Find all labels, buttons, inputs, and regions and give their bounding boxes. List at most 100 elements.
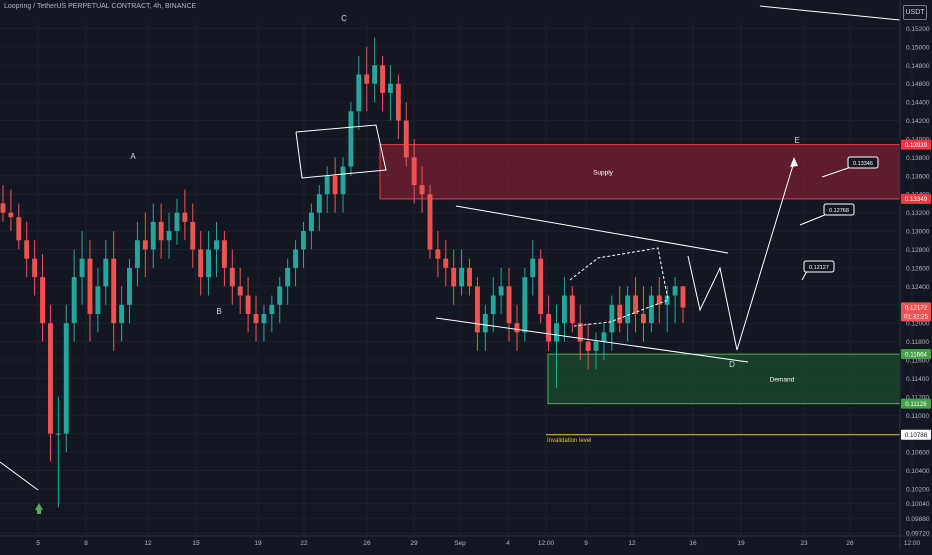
candle-body	[656, 295, 662, 305]
candle-body	[435, 249, 441, 259]
candle-body	[641, 313, 646, 324]
time-tick-label: 26	[846, 540, 854, 547]
candle-body	[24, 240, 30, 259]
candle-body	[221, 240, 227, 268]
candle-body	[569, 295, 575, 324]
time-tick-label: 15	[192, 540, 200, 547]
candle-body	[127, 267, 132, 305]
price-label-text: 01:32:25	[904, 314, 929, 321]
candle-body	[40, 277, 45, 324]
candle	[95, 267, 101, 333]
candle-body	[324, 175, 330, 195]
candle	[190, 203, 196, 268]
candle	[459, 249, 465, 296]
candle-body	[506, 286, 512, 324]
candle	[103, 240, 109, 305]
candle	[633, 277, 639, 333]
candle	[261, 304, 267, 342]
price-tick-label: 0.12400	[906, 284, 930, 291]
up-arrow-icon-stem	[37, 510, 41, 514]
price-tick-label: 0.13600	[906, 173, 930, 180]
candle	[641, 286, 646, 342]
candle	[158, 203, 164, 259]
time-tick-label: 23	[800, 540, 808, 547]
candle-body	[498, 286, 504, 296]
candle-body	[103, 258, 109, 287]
candle-body	[332, 175, 338, 195]
candle	[63, 304, 69, 453]
wedge-pattern	[569, 247, 669, 327]
candle-body	[134, 240, 140, 268]
candle-body	[467, 267, 472, 287]
candle	[443, 240, 449, 287]
candle-body	[380, 65, 385, 93]
candle-body	[308, 212, 314, 232]
candle-body	[474, 286, 480, 333]
candle	[569, 286, 575, 333]
price-tick-label: 0.12800	[906, 247, 930, 254]
candle	[467, 258, 472, 296]
price-tick-label: 0.11400	[906, 376, 929, 383]
trendline-left	[0, 461, 39, 491]
target-pointer	[821, 166, 852, 178]
grid	[0, 22, 913, 536]
channel-upper-line	[455, 205, 729, 254]
price-tick-label: 0.10200	[906, 486, 930, 493]
candle-body	[395, 83, 401, 121]
candle	[451, 249, 457, 305]
supply-zone	[379, 144, 901, 200]
candle	[301, 221, 306, 268]
candle-body	[577, 323, 583, 342]
candle-body	[119, 304, 125, 324]
target-pointer	[799, 213, 828, 226]
candle	[206, 231, 212, 296]
time-tick-label: 26	[363, 540, 371, 547]
candle-body	[546, 313, 552, 342]
candle-body	[561, 295, 567, 324]
demand-price-label: 0.11126	[901, 398, 931, 409]
projected-path	[687, 161, 795, 351]
candle-body	[229, 267, 235, 287]
candle-body	[301, 231, 306, 250]
candle	[198, 231, 204, 296]
time-tick-label: 8	[84, 540, 88, 547]
time-tick-label: 12:00	[538, 540, 555, 547]
candle	[214, 221, 219, 278]
target-label: 0.13346	[853, 161, 873, 167]
candle-body	[142, 240, 148, 250]
candle	[411, 138, 417, 204]
price-label-text: 0.11126	[905, 401, 927, 408]
candle	[372, 37, 378, 103]
candle-body	[530, 258, 536, 278]
price-tick-label: 0.11800	[906, 339, 929, 346]
currency-button[interactable]: USDT	[903, 5, 927, 20]
zones: Supply Demand Invalidation level	[379, 144, 901, 444]
time-axis: 5 8 12 15 19 22 26 29 Sep 4 12:00 9 12 16 19 23 26 12:00	[0, 535, 932, 547]
candle	[340, 157, 346, 213]
candle	[617, 286, 623, 333]
candle	[522, 267, 528, 342]
candle	[150, 203, 156, 268]
candle-body	[490, 295, 496, 314]
candle-body	[150, 221, 156, 250]
time-tick-label: 12	[628, 540, 636, 547]
price-tick-label: 0.09720	[906, 531, 930, 538]
candle-body	[71, 277, 77, 324]
candle-body	[237, 286, 243, 296]
price-tick-label: 0.15200	[906, 26, 930, 33]
demand-zone-label: Demand	[770, 376, 795, 383]
candle	[119, 286, 125, 342]
price-label-text: 0.13349	[905, 196, 928, 203]
price-label-box	[901, 429, 931, 440]
channel-lower-line	[435, 317, 749, 363]
candle	[498, 267, 504, 314]
candle	[593, 332, 599, 370]
candle-body	[451, 267, 457, 287]
candle-body	[411, 157, 417, 186]
candle	[427, 185, 433, 259]
candle	[174, 198, 180, 245]
candle	[269, 295, 275, 333]
invalidation-label: Invalidation level	[547, 438, 591, 444]
